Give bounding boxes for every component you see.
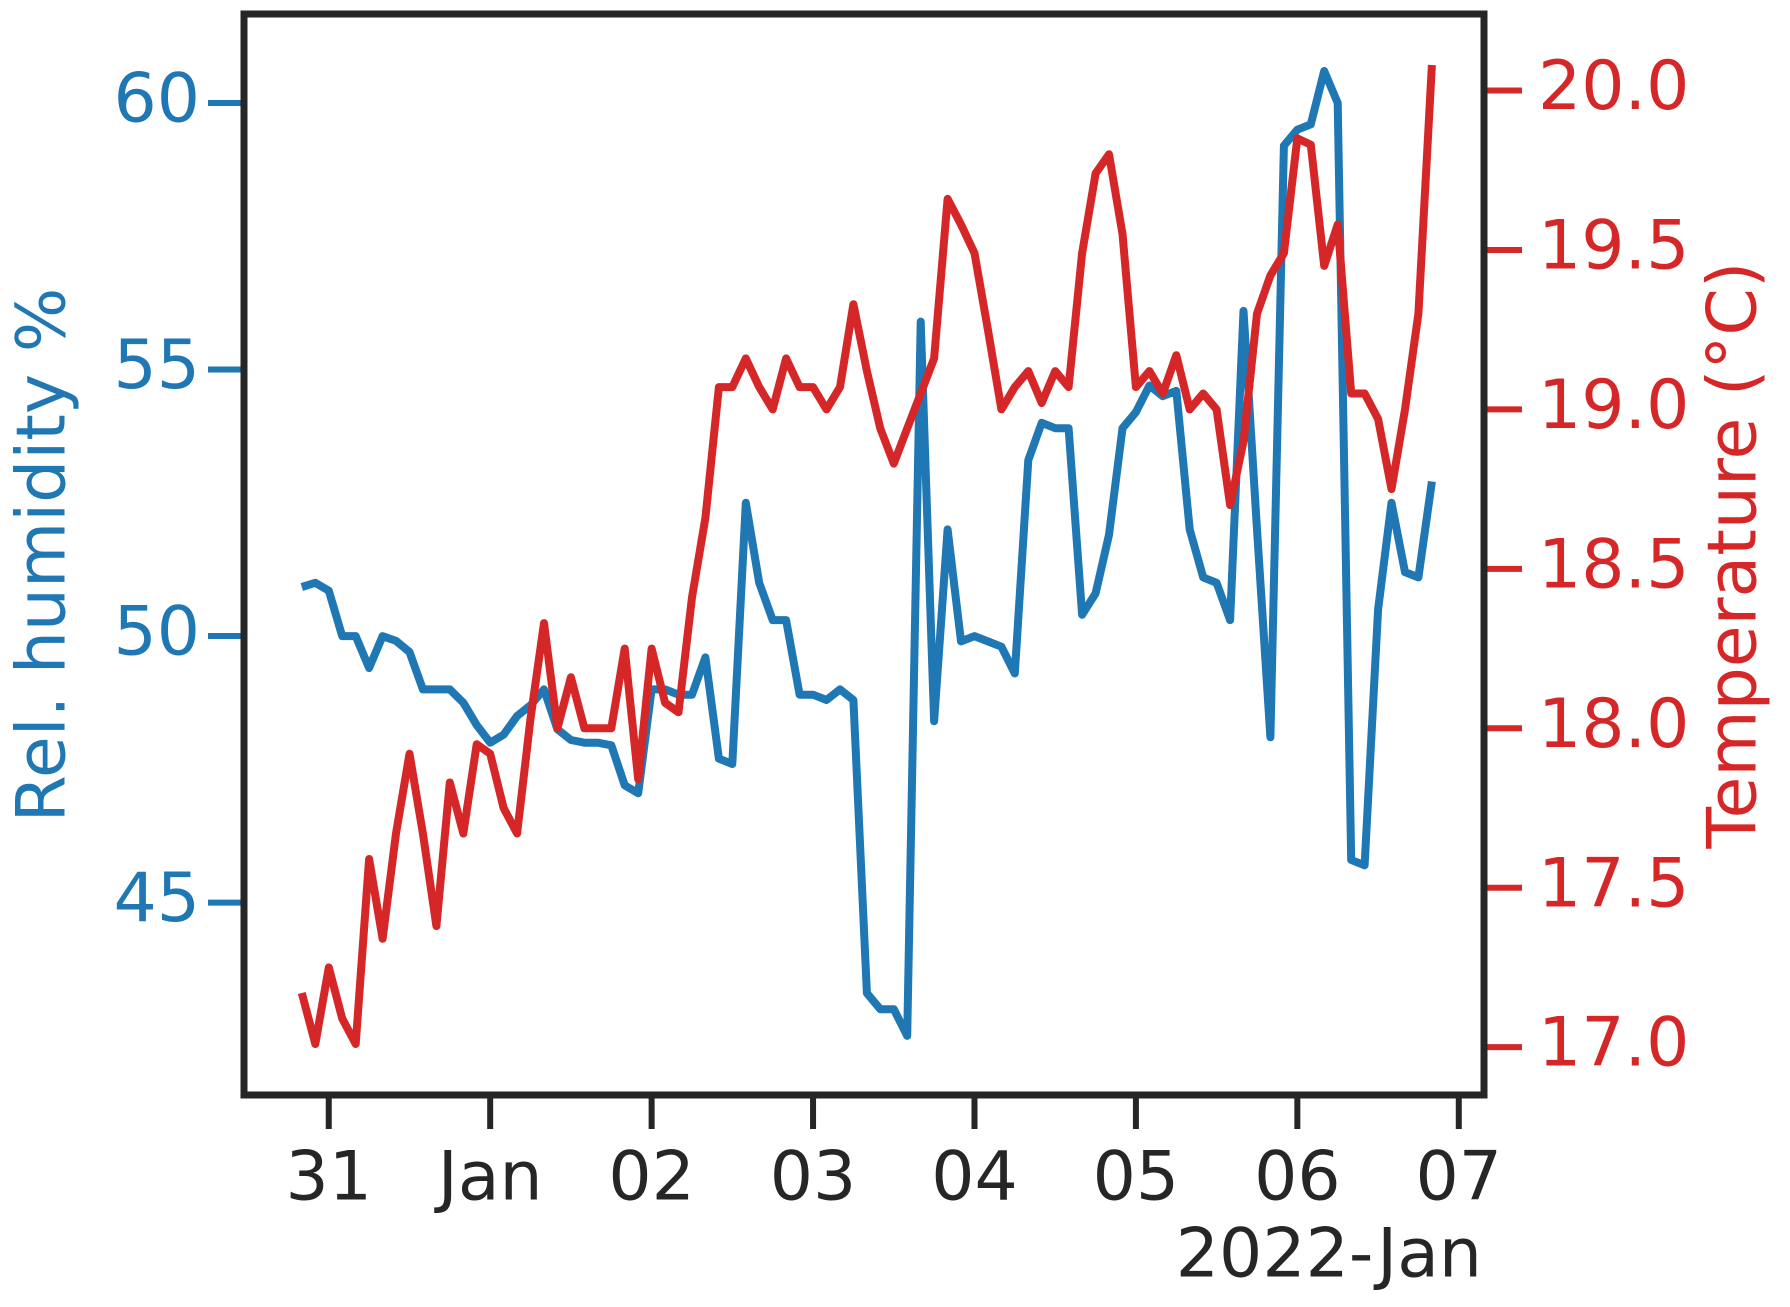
- x-tick-label: 31: [285, 1138, 372, 1217]
- x-offset-label: 2022-Jan: [1176, 1215, 1482, 1294]
- x-tick-label: 07: [1416, 1138, 1503, 1217]
- x-tick-label: 03: [770, 1138, 857, 1217]
- x-tick-label: 04: [931, 1138, 1018, 1217]
- y2-tick-label: 17.5: [1538, 844, 1689, 923]
- y2-tick-label: 18.5: [1538, 525, 1689, 604]
- x-tick-label: 02: [608, 1138, 695, 1217]
- y-tick-label: 50: [113, 593, 200, 672]
- x-tick-label: 05: [1093, 1138, 1180, 1217]
- y-axis-label: Rel. humidity %: [3, 288, 82, 823]
- y2-tick-label: 19.5: [1538, 207, 1689, 286]
- y-tick-label: 60: [113, 60, 200, 139]
- y2-tick-label: 18.0: [1538, 685, 1689, 764]
- line: [297, 64, 1436, 1048]
- x-tick-label: Jan: [434, 1138, 543, 1217]
- y2-axis-label: Temperature (°C): [1694, 262, 1773, 850]
- y2-tick-label: 20.0: [1538, 47, 1689, 126]
- y-tick-label: 45: [113, 859, 200, 938]
- y2-tick-label: 19.0: [1538, 366, 1689, 445]
- y2-tick-label: 17.0: [1538, 1004, 1689, 1083]
- x-tick-label: 06: [1254, 1138, 1341, 1217]
- plot-frame: [240, 10, 1488, 1099]
- y-tick-label: 55: [113, 326, 200, 405]
- line: [300, 67, 1436, 1040]
